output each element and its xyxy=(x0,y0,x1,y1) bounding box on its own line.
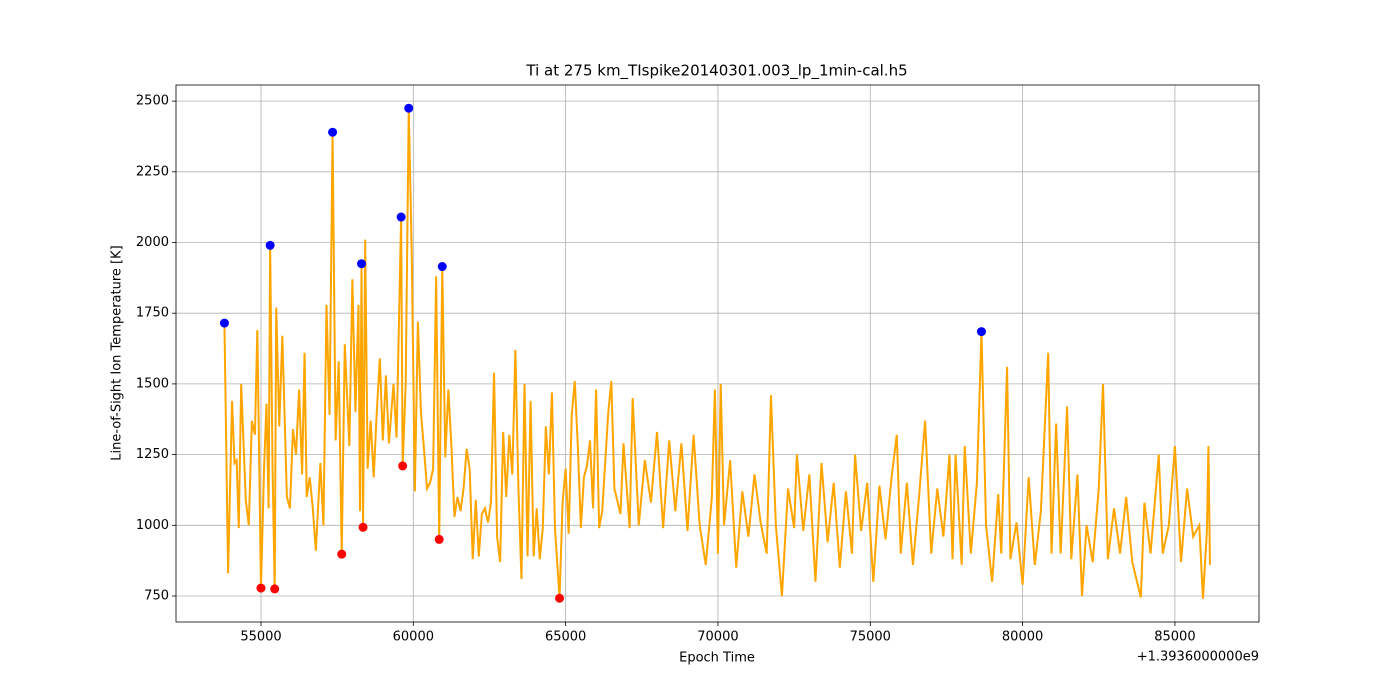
marker-point xyxy=(337,549,347,559)
chart-title: Ti at 275 km_TIspike20140301.003_lp_1min… xyxy=(525,62,907,81)
y-tick-label: 2000 xyxy=(136,235,169,250)
x-tick-label: 80000 xyxy=(1002,630,1043,645)
plot-area: 55000 60000 65000 70000 75000 80000 85000 750 10… xyxy=(136,85,1259,645)
marker-point xyxy=(396,212,406,222)
marker-point xyxy=(219,318,229,328)
x-tick-label: 75000 xyxy=(850,630,891,645)
marker-point xyxy=(434,534,444,544)
marker-point xyxy=(404,103,414,113)
x-tick-label: 60000 xyxy=(393,630,434,645)
marker-point xyxy=(357,259,367,269)
x-tick-label: 55000 xyxy=(240,630,281,645)
marker-point xyxy=(256,583,266,593)
marker-point xyxy=(976,327,986,337)
data-line xyxy=(223,108,1211,599)
axes-frame xyxy=(175,84,1260,623)
y-axis-label: Line-of-Sight Ion Temperature [K] xyxy=(110,245,125,460)
y-tick-label: 1500 xyxy=(136,376,169,391)
y-tick-label: 2250 xyxy=(136,164,169,179)
marker-point xyxy=(328,127,338,137)
y-tick-label: 1000 xyxy=(136,518,169,533)
y-tick-label: 2500 xyxy=(136,94,169,109)
y-tick-label: 750 xyxy=(144,588,169,603)
x-tick-label: 85000 xyxy=(1154,630,1195,645)
marker-point xyxy=(358,522,368,532)
y-tick-label: 1750 xyxy=(136,306,169,321)
x-axis-label: Epoch Time xyxy=(679,651,755,666)
x-tick-label: 65000 xyxy=(545,630,586,645)
x-tick-label: 70000 xyxy=(697,630,738,645)
marker-point xyxy=(398,461,408,471)
x-offset-label: +1.3936000000e9 xyxy=(1137,650,1259,665)
marker-point xyxy=(437,262,447,272)
marker-point xyxy=(265,240,275,250)
marker-point xyxy=(555,593,565,603)
marker-point xyxy=(270,584,280,594)
y-tick-label: 1250 xyxy=(136,447,169,462)
